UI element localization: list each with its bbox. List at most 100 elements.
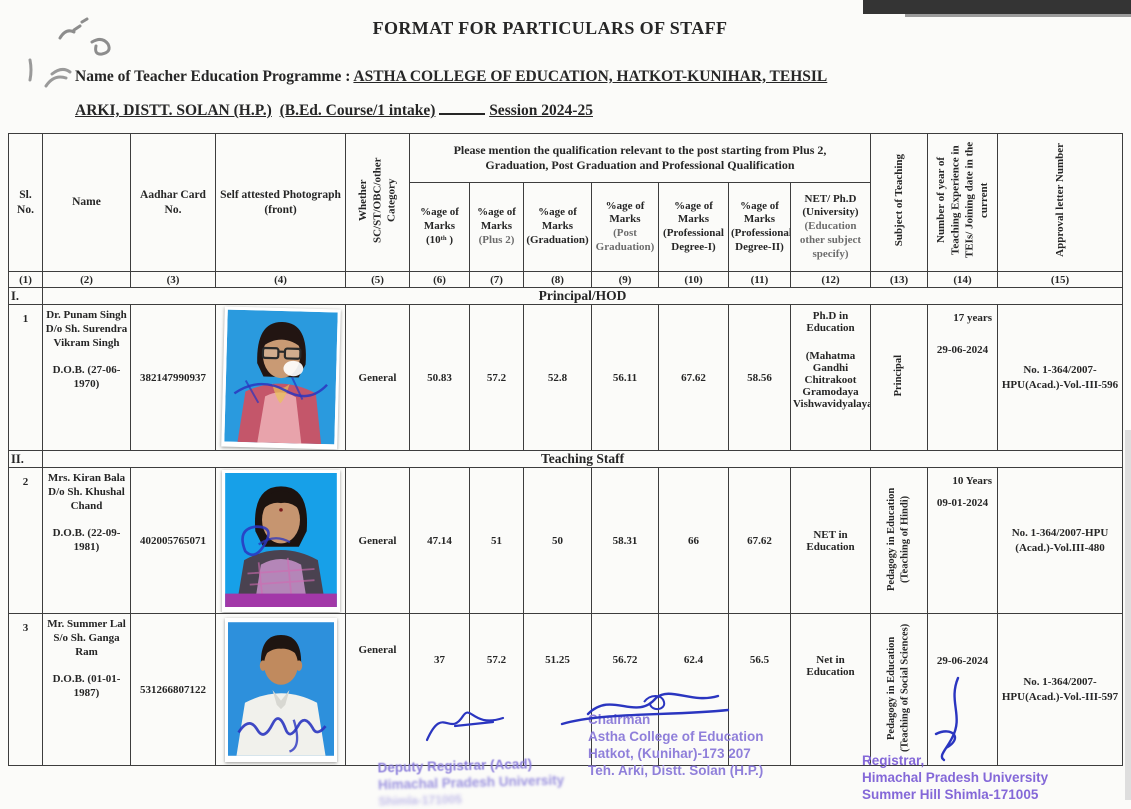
col-header-sl-no: Sl. No. bbox=[9, 134, 43, 272]
col-num: (14) bbox=[928, 272, 998, 288]
col-header-name: Name bbox=[43, 134, 131, 272]
cell-marks-professional-2: 67.62 bbox=[729, 468, 791, 614]
qpostgrad-label: (Post Graduation) bbox=[596, 227, 655, 253]
joining-date: 09-01-2024 bbox=[930, 497, 995, 509]
col-header-aadhar: Aadhar Card No. bbox=[131, 134, 216, 272]
col-num: (3) bbox=[131, 272, 216, 288]
table-row: 1 Dr. Punam Singh D/o Sh. Surendra Vikra… bbox=[9, 305, 1123, 451]
subject-value: Pedagogy in Education (Teaching of Hindi… bbox=[885, 469, 912, 609]
col-header-marks-professional-2: %age of Marks(Professional Degree-II) bbox=[729, 183, 791, 272]
cell-name: Mr. Summer Lal S/o Sh. Ganga Ram D.O.B. … bbox=[43, 614, 131, 766]
qprof2-label: (Professional Degree-II) bbox=[731, 227, 791, 253]
stamp-line: Summer Hill Shimla-171005 bbox=[862, 787, 1048, 804]
q10-label: (10ᵗʰ ) bbox=[426, 234, 453, 246]
section-index: I. bbox=[9, 288, 43, 305]
stamp-line: Hatkot, (Kunihar)-173 207 bbox=[588, 746, 764, 763]
col-header-category: Whether SC/ST/OBC/other Category bbox=[346, 134, 410, 272]
programme-label: Name of Teacher Education Programme : bbox=[75, 68, 350, 85]
cell-category: General bbox=[346, 468, 410, 614]
cell-approval: No. 1-364/2007-HPU (Acad.)-Vol.III-480 bbox=[998, 468, 1123, 614]
cell-marks-plus2: 57.2 bbox=[470, 305, 524, 451]
staff-dob: D.O.B. (27-06-1970) bbox=[45, 364, 128, 392]
col-num: (8) bbox=[524, 272, 592, 288]
cell-experience: 10 Years 09-01-2024 bbox=[928, 468, 998, 614]
col-header-marks-10th: %age of Marks (10ᵗʰ ) bbox=[410, 183, 470, 272]
registrar-signature-ink bbox=[918, 672, 988, 764]
programme-name-line1: ASTHA COLLEGE OF EDUCATION, HATKOT-KUNIH… bbox=[353, 68, 827, 85]
col-header-approval-label: Approval letter Number bbox=[1053, 143, 1067, 257]
net-phd-note: (Mahatma Gandhi Chitrakoot Gramodaya Vis… bbox=[793, 350, 868, 410]
col-header-net-phd: NET/ Ph.D (University)(Education other s… bbox=[791, 183, 871, 272]
staff-name: Mr. Summer Lal S/o Sh. Ganga Ram bbox=[47, 618, 126, 658]
cell-net-phd: Ph.D in Education (Mahatma Gandhi Chitra… bbox=[791, 305, 871, 451]
deputy-registrar-signature-ink bbox=[415, 698, 515, 748]
cell-photo bbox=[216, 305, 346, 451]
pct-label: %age of Marks bbox=[477, 206, 516, 232]
cell-marks-graduation: 52.8 bbox=[524, 305, 592, 451]
section-title: Teaching Staff bbox=[43, 451, 1123, 468]
col-header-marks-post-graduation: %age of Marks(Post Graduation) bbox=[592, 183, 659, 272]
cell-net-phd: NET in Education bbox=[791, 468, 871, 614]
pct-label: %age of Marks bbox=[674, 200, 713, 226]
cell-subject: Principal bbox=[871, 305, 928, 451]
col-header-marks-plus2: %age of Marks (Plus 2) bbox=[470, 183, 524, 272]
cell-marks-10th: 50.83 bbox=[410, 305, 470, 451]
subject-value: Pedagogy in Education (Teaching of Socia… bbox=[885, 618, 912, 758]
cell-marks-10th: 47.14 bbox=[410, 468, 470, 614]
section-row-principal: I. Principal/HOD bbox=[9, 288, 1123, 305]
scan-artifact-bar bbox=[863, 0, 1131, 14]
cell-marks-graduation: 50 bbox=[524, 468, 592, 614]
staff-photo-1 bbox=[221, 306, 341, 449]
cell-sl-no: 1 bbox=[9, 305, 43, 451]
cell-experience: 17 years 29-06-2024 bbox=[928, 305, 998, 451]
cell-approval: No. 1-364/2007-HPU(Acad.)-Vol.-III-596 bbox=[998, 305, 1123, 451]
experience-years: 10 Years bbox=[930, 469, 995, 487]
staff-photo-3 bbox=[225, 618, 337, 762]
col-header-marks-professional-1: %age of Marks(Professional Degree-I) bbox=[659, 183, 729, 272]
col-num: (7) bbox=[470, 272, 524, 288]
col-header-qualification-group: Please mention the qualification relevan… bbox=[410, 134, 871, 183]
col-num: (15) bbox=[998, 272, 1123, 288]
cell-aadhar: 382147990937 bbox=[131, 305, 216, 451]
col-header-approval: Approval letter Number bbox=[998, 134, 1123, 272]
net-label: NET/ Ph.D (University) bbox=[802, 193, 858, 219]
programme-heading: Name of Teacher Education Programme : AS… bbox=[75, 60, 1121, 128]
col-header-subject-label: Subject of Teaching bbox=[892, 154, 906, 246]
experience-years: 17 years bbox=[930, 306, 995, 324]
cell-subject: Pedagogy in Education (Teaching of Hindi… bbox=[871, 468, 928, 614]
col-header-experience: Number of year of Teaching Experience in… bbox=[928, 134, 998, 272]
cell-aadhar: 531266807122 bbox=[131, 614, 216, 766]
pct-label: %age of Marks bbox=[740, 200, 779, 226]
deputy-registrar-stamp: Deputy Registrar (Acad) Himachal Pradesh… bbox=[377, 756, 564, 809]
stamp-line: Himachal Pradesh University bbox=[862, 770, 1048, 787]
cell-marks-post-graduation: 56.11 bbox=[592, 305, 659, 451]
qplus2-label: (Plus 2) bbox=[479, 234, 515, 246]
qprof1-label: (Professional Degree-I) bbox=[663, 227, 724, 253]
staff-name: Dr. Punam Singh D/o Sh. Surendra Vikram … bbox=[46, 309, 127, 349]
qgrad-label: (Graduation) bbox=[526, 234, 588, 246]
programme-name-line2: ARKI, DISTT. SOLAN (H.P.) bbox=[75, 102, 272, 119]
col-num: (6) bbox=[410, 272, 470, 288]
cell-marks-professional-1: 67.62 bbox=[659, 305, 729, 451]
section-index: II. bbox=[9, 451, 43, 468]
programme-session: Session 2024-25 bbox=[489, 102, 593, 119]
col-header-marks-graduation: %age of Marks (Graduation) bbox=[524, 183, 592, 272]
cell-approval: No. 1-364/2007-HPU(Acad.)-Vol.-III-597 bbox=[998, 614, 1123, 766]
staff-name: Mrs. Kiran Bala D/o Sh. Khushal Chand bbox=[48, 472, 125, 512]
stamp-line: Teh. Arki, Distt. Solan (H.P.) bbox=[588, 763, 764, 780]
cell-marks-plus2: 51 bbox=[470, 468, 524, 614]
cell-marks-professional-2: 58.56 bbox=[729, 305, 791, 451]
pct-label: %age of Marks bbox=[420, 206, 459, 232]
pct-label: %age of Marks bbox=[606, 200, 645, 226]
joining-date: 29-06-2024 bbox=[930, 655, 995, 667]
pct-label: %age of Marks bbox=[538, 206, 577, 232]
staff-dob: D.O.B. (01-01-1987) bbox=[45, 673, 128, 701]
net-sub-label: (Education other subject specify) bbox=[800, 220, 861, 260]
cell-photo bbox=[216, 468, 346, 614]
scan-artifact-bar-shadow bbox=[905, 14, 1131, 17]
col-num: (10) bbox=[659, 272, 729, 288]
col-num: (13) bbox=[871, 272, 928, 288]
cell-marks-professional-1: 66 bbox=[659, 468, 729, 614]
col-num: (4) bbox=[216, 272, 346, 288]
